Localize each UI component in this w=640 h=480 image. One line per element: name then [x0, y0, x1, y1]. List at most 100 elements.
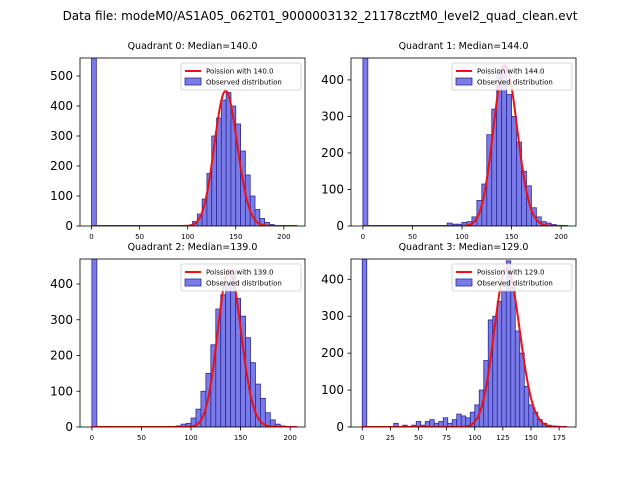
x-tick-label: 200 [277, 233, 290, 241]
histogram-bar [451, 419, 458, 427]
y-tick-label: 300 [321, 309, 344, 323]
legend-label-poisson: Poission with 140.0 [206, 68, 274, 76]
histogram-bar [460, 415, 467, 427]
panel-title: Quadrant 3: Median=129.0 [399, 242, 529, 253]
poisson-curve [91, 90, 298, 226]
legend-label-observed: Observed distribution [206, 280, 282, 288]
histogram-bar [514, 330, 521, 427]
x-tick-label: 150 [229, 233, 242, 241]
legend-bar-swatch [455, 77, 473, 86]
y-tick-label: 100 [50, 384, 73, 398]
x-tick-label: 75 [442, 434, 451, 442]
histogram-bar [220, 99, 227, 226]
legend-box [180, 62, 302, 91]
y-tick-label: 400 [321, 73, 344, 87]
axes-frame [350, 258, 577, 428]
histogram-bar [511, 116, 517, 226]
y-tick-label: 300 [50, 313, 73, 327]
panel-title: Quadrant 0: Median=140.0 [128, 41, 258, 52]
x-tick-label: 100 [184, 434, 197, 442]
histogram-bar [496, 301, 503, 427]
y-tick-label: 200 [321, 146, 344, 160]
x-tick-label: 50 [137, 434, 146, 442]
panel-title: Quadrant 1: Median=144.0 [399, 41, 529, 52]
legend-bar-swatch [455, 278, 473, 287]
quadrant-panel-1: Quadrant 1: Median=144.0 0 100 200 300 400 0 50… [321, 41, 577, 241]
x-tick-label: 150 [524, 434, 537, 442]
histogram-bar [91, 58, 97, 226]
histogram-bar [225, 283, 232, 427]
y-tick-label: 100 [321, 383, 344, 397]
y-tick-label: 0 [336, 420, 344, 434]
legend-bar-swatch [184, 77, 202, 86]
legend-box [451, 62, 573, 91]
y-tick-label: 100 [50, 189, 73, 203]
y-tick-label: 400 [50, 277, 73, 291]
x-tick-label: 200 [554, 233, 567, 241]
histogram-bar [506, 94, 512, 226]
legend-label-observed: Observed distribution [477, 79, 553, 87]
histogram-bar [429, 419, 435, 427]
y-tick-label: 200 [50, 349, 73, 363]
legend-box [180, 263, 302, 292]
x-tick-label: 125 [496, 434, 509, 442]
x-tick-label: 100 [181, 233, 194, 241]
y-tick-label: 0 [336, 219, 344, 233]
y-tick-label: 300 [50, 129, 73, 143]
x-tick-label: 150 [234, 434, 247, 442]
legend-box [451, 263, 573, 292]
y-tick-label: 400 [321, 272, 344, 286]
quadrant-panel-2: Quadrant 2: Median=139.0 0 100 200 300 400 0 50… [50, 242, 306, 442]
histogram-bar [362, 58, 369, 226]
y-tick-label: 0 [65, 420, 73, 434]
legend: Poission with 140.0 Observed distribution [180, 62, 302, 91]
legend: Poission with 139.0 Observed distribution [180, 263, 302, 292]
histogram-bar [510, 286, 516, 427]
x-tick-label: 50 [135, 233, 144, 241]
histogram-bar [230, 269, 237, 427]
x-tick-label: 200 [283, 434, 296, 442]
histogram-bar [220, 294, 227, 427]
histogram-bar [501, 289, 507, 427]
histogram-bar [361, 259, 368, 427]
quadrant-panel-0: Quadrant 0: Median=140.00100200300400500… [50, 41, 306, 241]
histogram-bar [528, 404, 534, 427]
x-tick-label: 50 [414, 434, 423, 442]
histogram-bar [216, 117, 222, 226]
x-tick-label: 0 [360, 434, 364, 442]
x-tick-label: 0 [90, 434, 94, 442]
x-tick-label: 100 [468, 434, 481, 442]
histogram-bar [415, 421, 422, 427]
histogram-bar [442, 417, 449, 427]
y-tick-label: 300 [321, 109, 344, 123]
histogram-bar [456, 413, 462, 427]
x-tick-label: 50 [408, 233, 417, 241]
x-tick-label: 175 [552, 434, 565, 442]
y-tick-label: 100 [321, 182, 344, 196]
histogram-bar [254, 209, 261, 226]
x-tick-label: 0 [89, 233, 93, 241]
y-tick-label: 400 [50, 99, 73, 113]
x-tick-label: 150 [505, 233, 518, 241]
legend-label-poisson: Poission with 139.0 [206, 269, 274, 277]
histogram-bar [91, 259, 98, 427]
figure-suptitle: Data file: modeM0/AS1A05_062T01_90000031… [63, 9, 578, 23]
x-tick-label: 25 [386, 434, 395, 442]
poisson-curve [91, 268, 298, 427]
axes-frame [350, 57, 577, 227]
legend: Poission with 129.0 Observed distribution [451, 263, 573, 292]
y-tick-label: 200 [50, 159, 73, 173]
axes-frame [79, 258, 306, 428]
panel-title: Quadrant 2: Median=139.0 [128, 242, 258, 253]
legend-label-observed: Observed distribution [206, 79, 282, 87]
x-tick-label: 0 [361, 233, 365, 241]
y-tick-label: 200 [321, 346, 344, 360]
legend: Poission with 144.0 Observed distribution [451, 62, 573, 91]
x-tick-label: 100 [455, 233, 468, 241]
poisson-curve [362, 267, 567, 427]
histogram-bar [269, 419, 276, 427]
y-tick-label: 0 [65, 219, 73, 233]
y-tick-label: 500 [50, 69, 73, 83]
legend-bar-swatch [184, 278, 202, 287]
